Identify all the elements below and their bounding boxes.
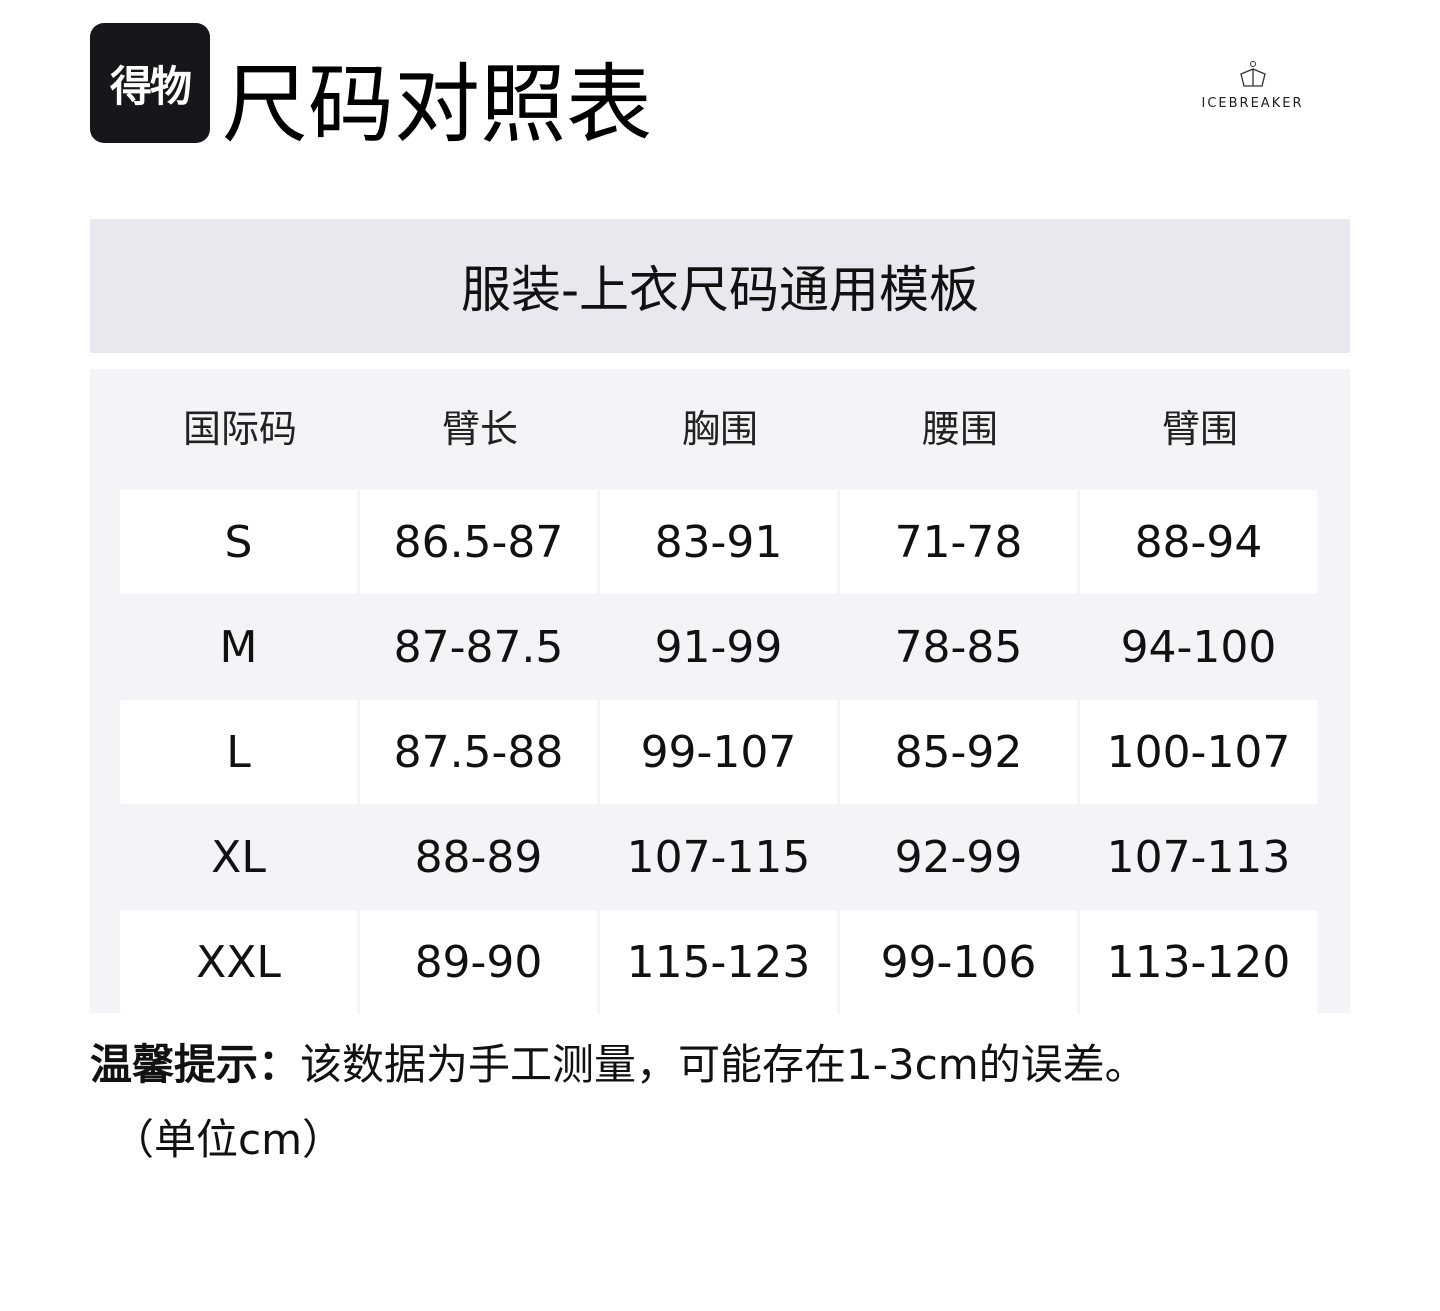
size-cell: XL: [211, 831, 266, 883]
measurement-cell: 78-85: [894, 621, 1023, 673]
table-row: M 87-87.5 91-99 78-85 94-100: [120, 595, 1320, 699]
measurement-cell: 99-106: [840, 910, 1077, 1014]
measurement-cell: 85-92: [840, 700, 1077, 804]
table-title: 服装-上衣尺码通用模板: [90, 219, 1350, 353]
measurement-cell: 92-99: [894, 831, 1023, 883]
size-cell: M: [219, 621, 258, 673]
dewu-logo: 得物: [90, 23, 210, 143]
column-header: 臂围: [1161, 407, 1238, 451]
page-title: 尺码对照表: [222, 55, 652, 155]
measurement-cell: 88-94: [1080, 490, 1317, 594]
tip-text: 该数据为手工测量，可能存在1-3cm的误差。: [300, 1040, 1147, 1089]
measurement-cell: 87.5-88: [360, 700, 597, 804]
measurement-cell: 107-113: [1106, 831, 1291, 883]
size-cell: S: [120, 490, 357, 594]
unit-note: （单位cm）: [112, 1115, 345, 1164]
measurement-cell: 71-78: [840, 490, 1077, 594]
measurement-cell: 83-91: [600, 490, 837, 594]
logo-text: 得物: [109, 61, 192, 111]
size-table: 国际码 臂长 胸围 腰围 臂围 S 86.5-87 83-91 71-78 88-94 M…: [90, 369, 1350, 1014]
measurement-cell: 88-89: [414, 831, 543, 883]
measurement-cell: 115-123: [600, 910, 837, 1014]
measurement-cell: 89-90: [360, 910, 597, 1014]
size-cell: L: [120, 700, 357, 804]
size-cell: XXL: [120, 910, 357, 1014]
table-header: 国际码 臂长 胸围 腰围 臂围: [120, 399, 1320, 459]
crown-icon: [1239, 61, 1266, 87]
tip-label: 温馨提示：: [90, 1040, 301, 1089]
brand-logo: ICEBREAKER: [1190, 60, 1315, 111]
measurement-cell: 107-115: [626, 831, 811, 883]
column-header: 胸围: [681, 407, 758, 451]
table-row: XL 88-89 107-115 92-99 107-113: [120, 805, 1320, 909]
measurement-cell: 99-107: [600, 700, 837, 804]
column-header: 国际码: [182, 407, 297, 451]
column-header: 臂长: [441, 407, 518, 451]
column-header: 腰围: [921, 407, 998, 451]
measurement-cell: 100-107: [1080, 700, 1317, 804]
tip-note: 温馨提示：该数据为手工测量，可能存在1-3cm的误差。: [90, 1035, 1147, 1095]
table-row: S 86.5-87 83-91 71-78 88-94: [120, 490, 1320, 594]
measurement-cell: 94-100: [1120, 621, 1277, 673]
measurement-cell: 113-120: [1080, 910, 1317, 1014]
table-row: L 87.5-88 99-107 85-92 100-107: [120, 700, 1320, 804]
measurement-cell: 86.5-87: [360, 490, 597, 594]
measurement-cell: 87-87.5: [393, 621, 564, 673]
measurement-cell: 91-99: [654, 621, 783, 673]
table-row: XXL 89-90 115-123 99-106 113-120: [120, 910, 1320, 1014]
brand-name: ICEBREAKER: [1201, 96, 1304, 111]
